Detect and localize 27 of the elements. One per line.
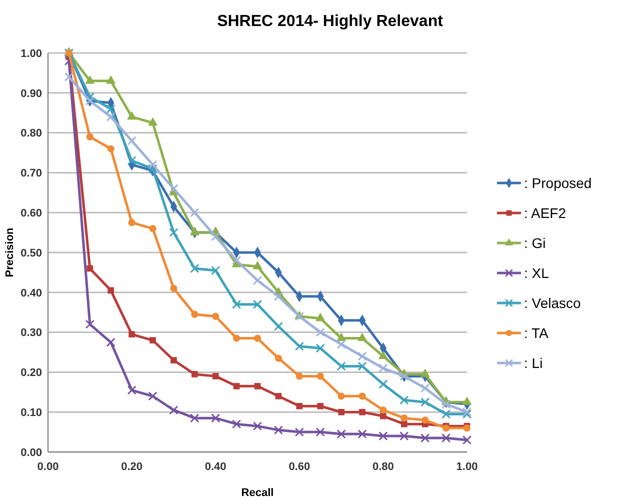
y-axis-title: Precision xyxy=(4,227,16,278)
legend-label: : Velasco xyxy=(524,294,582,311)
y-tick-label: 1.00 xyxy=(20,48,42,60)
y-tick-label: 0.10 xyxy=(20,406,42,419)
x-tick-label: 0.80 xyxy=(372,461,394,473)
x-axis-title: Recall xyxy=(241,487,274,499)
chart-title: SHREC 2014- Highly Relevant xyxy=(217,13,444,30)
y-tick-label: 0.60 xyxy=(20,207,42,220)
x-tick-label: 0.20 xyxy=(121,461,143,473)
y-tick-label: 0.30 xyxy=(20,327,42,340)
y-tick-label: 0.20 xyxy=(20,367,42,380)
y-tick-label: 0.90 xyxy=(20,88,42,100)
x-tick-label: 1.00 xyxy=(456,461,478,473)
legend-label: : XL xyxy=(524,264,550,281)
legend-label: : AEF2 xyxy=(524,204,566,221)
legend-label: : TA xyxy=(524,324,550,341)
legend-label: : Proposed xyxy=(524,174,592,191)
legend-label: : Gi xyxy=(524,234,546,251)
y-tick-label: 0.50 xyxy=(20,247,42,260)
y-tick-label: 0.40 xyxy=(20,287,42,300)
legend-label: : Li xyxy=(524,354,543,371)
y-tick-label: 0.00 xyxy=(20,446,42,459)
x-tick-label: 0.00 xyxy=(37,461,59,473)
x-tick-label: 0.40 xyxy=(204,461,226,473)
y-tick-label: 0.80 xyxy=(20,128,42,140)
y-tick-label: 0.70 xyxy=(20,168,42,180)
x-tick-label: 0.60 xyxy=(288,461,310,473)
